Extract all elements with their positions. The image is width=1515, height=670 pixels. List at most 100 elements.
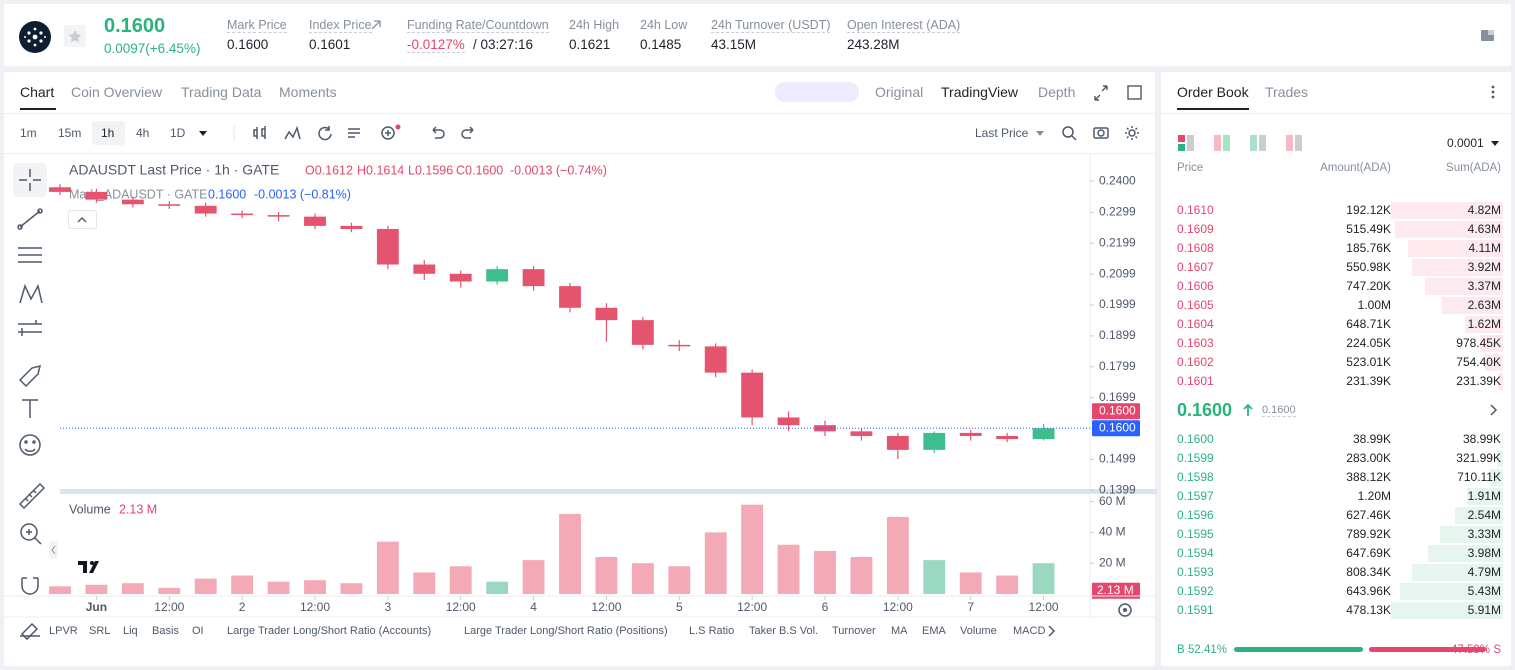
interval[interactable]: 1D	[170, 126, 186, 140]
interval[interactable]: 1m	[20, 126, 37, 140]
volume-bar	[595, 557, 618, 594]
order-sum: 4.11M	[1468, 241, 1501, 255]
order-sum: 1.62M	[1467, 317, 1501, 331]
volume-bar	[631, 563, 654, 594]
order-sum: 3.33M	[1467, 527, 1501, 541]
stat-value: 43.15M	[711, 37, 757, 52]
indicator-tab[interactable]: Volume	[960, 625, 997, 637]
buy-tag: B	[1177, 644, 1185, 656]
order-sum: 1.91M	[1467, 489, 1501, 503]
stat-label: 24h Turnover (USDT)	[711, 18, 831, 33]
candle-body	[194, 205, 217, 214]
indicator-tab[interactable]: Large Trader Long/Short Ratio (Accounts)	[227, 625, 432, 637]
mark-legend-change: -0.0013 (−0.81%)	[254, 187, 351, 201]
indicator-tab[interactable]: Liq	[123, 625, 138, 637]
chart-tab[interactable]: Moments	[279, 84, 337, 100]
depth-bar	[1407, 240, 1503, 257]
buy-bar	[1234, 647, 1364, 652]
volume-bar	[449, 566, 472, 594]
chart-tab[interactable]: Trading Data	[181, 84, 262, 100]
interval[interactable]: 15m	[58, 126, 82, 140]
indicator-tab[interactable]: Large Trader Long/Short Ratio (Positions…	[464, 625, 668, 637]
indicator-tab[interactable]: Turnover	[832, 625, 876, 637]
scroll-right[interactable]	[1046, 624, 1058, 638]
depth-bar	[1391, 602, 1503, 619]
interval[interactable]: 1h	[101, 126, 115, 140]
divider	[1161, 113, 1511, 114]
layout-icon[interactable]	[1480, 28, 1496, 44]
indicator-tab[interactable]: Taker B.S Vol.	[749, 625, 819, 637]
collapse-legend[interactable]	[68, 210, 98, 230]
toolbar-icons[interactable]	[232, 123, 482, 143]
volume-bar	[121, 583, 144, 594]
strategy-pill[interactable]	[775, 82, 859, 102]
volume-bar	[668, 566, 691, 594]
x-tick-label: 12:00	[154, 600, 184, 614]
indicator-tab[interactable]: Basis	[152, 625, 179, 637]
order-amount: 388.12K	[1346, 470, 1391, 484]
x-tick-label: 12:00	[591, 600, 621, 614]
candle-body	[886, 435, 909, 450]
candle-body	[741, 372, 764, 418]
indicator-tab[interactable]: OI	[192, 625, 204, 637]
candle-body	[376, 228, 399, 265]
dropdown-caret[interactable]	[1491, 141, 1499, 146]
drawing-tools[interactable]	[10, 160, 52, 640]
sell-bar	[1369, 647, 1486, 652]
view-tab[interactable]: Original	[875, 84, 924, 100]
stat-label: Mark Price	[227, 18, 287, 33]
order-amount: 627.46K	[1346, 508, 1391, 522]
dropdown-caret[interactable]	[199, 131, 207, 136]
depth-bar	[1496, 450, 1503, 467]
depth-bar	[1411, 259, 1503, 276]
price-tag	[1092, 403, 1140, 420]
order-price: 0.1606	[1177, 279, 1214, 293]
indicator-tab[interactable]: L.S Ratio	[689, 625, 735, 637]
indicator-tab[interactable]: MA	[891, 625, 908, 637]
view-tab[interactable]: Depth	[1038, 84, 1076, 100]
candle-body	[121, 199, 144, 205]
dropdown-caret[interactable]	[1036, 131, 1044, 136]
toolbar-right-icons[interactable]	[1060, 124, 1145, 142]
chart-tab[interactable]: Coin Overview	[71, 84, 163, 100]
book-tab[interactable]: Order Book	[1177, 84, 1249, 100]
volume-bar	[267, 581, 290, 594]
order-sum: 3.92M	[1467, 260, 1501, 274]
view-tab[interactable]: TradingView	[941, 84, 1019, 100]
chart-window-icons[interactable]	[1093, 84, 1145, 102]
axis-settings[interactable]	[1115, 600, 1135, 620]
stat-label: Open Interest (ADA)	[847, 18, 961, 33]
indicator-tab[interactable]: MACD	[1013, 625, 1046, 637]
book-tab[interactable]: Trades	[1265, 84, 1309, 100]
volume-bar	[777, 544, 800, 594]
collapse-handle[interactable]	[48, 540, 60, 560]
x-tick-label: 3	[385, 600, 392, 614]
volume-tag-label: 2.13 M	[1097, 583, 1134, 597]
expand-arrow[interactable]	[1488, 403, 1498, 417]
x-tick-label: 4	[530, 600, 537, 614]
book-layout-icons[interactable]	[1177, 134, 1307, 152]
indicator-tab[interactable]: EMA	[922, 625, 946, 637]
order-sum: 2.54M	[1467, 508, 1501, 522]
volume-bar	[959, 572, 982, 594]
indicator-tab[interactable]: LPVR	[49, 625, 78, 637]
precision[interactable]: 0.0001	[1447, 136, 1484, 150]
link-icon[interactable]	[371, 20, 381, 30]
candle-body	[704, 346, 727, 373]
order-price: 0.1604	[1177, 317, 1214, 331]
chart-tab[interactable]: Chart	[20, 84, 55, 100]
price-source[interactable]: Last Price	[975, 126, 1029, 140]
column-header: Sum(ADA)	[1446, 162, 1501, 174]
order-sum: 2.63M	[1467, 298, 1501, 312]
candle-body	[340, 225, 363, 229]
price-chart: 0.2400 0.2299 0.2199 0.2099 0.1999 0.1899 0.17…	[4, 154, 1157, 618]
candle-body	[595, 307, 618, 321]
more-icon[interactable]	[1488, 84, 1498, 100]
x-tick-label: 5	[676, 600, 683, 614]
x-tick-label: 12:00	[883, 600, 913, 614]
y-tick-label: 0.1499	[1099, 452, 1136, 466]
pane-separator	[60, 489, 1157, 494]
indicator-tab[interactable]: SRL	[89, 625, 111, 637]
x-tick-label: 2	[239, 600, 246, 614]
interval[interactable]: 4h	[136, 126, 150, 140]
